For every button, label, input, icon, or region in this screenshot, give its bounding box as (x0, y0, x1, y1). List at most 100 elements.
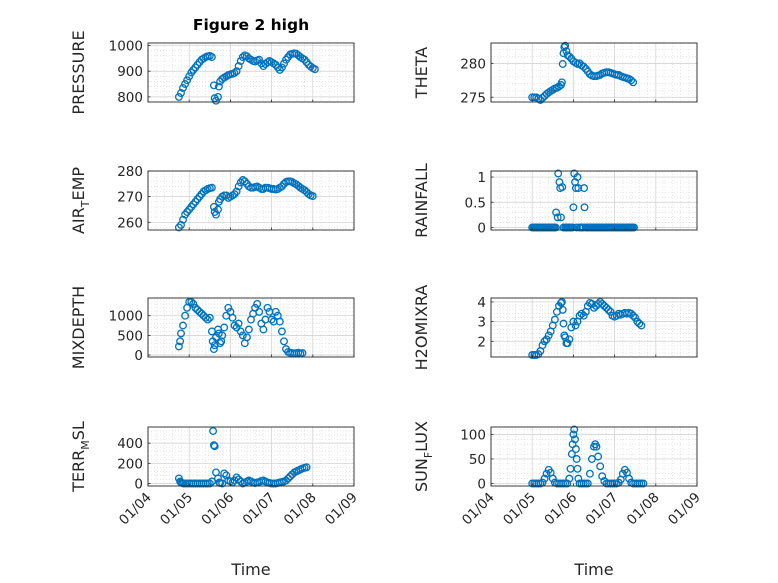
y-tick-label: 280 (117, 164, 143, 180)
data-point (565, 335, 574, 344)
data-point (207, 183, 216, 192)
data-point (191, 303, 200, 312)
data-point (538, 341, 547, 350)
data-point (542, 469, 551, 478)
axes-box (490, 297, 698, 358)
data-point (579, 62, 588, 71)
data-point (259, 325, 268, 334)
data-series (528, 425, 648, 488)
data-point (271, 307, 280, 316)
data-point (557, 298, 565, 307)
data-point (176, 337, 185, 346)
data-series (528, 41, 638, 104)
data-point (209, 81, 218, 90)
data-point (253, 299, 262, 308)
subplot-sun_flux: 0 50 100 01/04 01/05 01/06 01/07 01/08 01/09 SUNF… (412, 421, 704, 528)
y-tick-label: 400 (117, 436, 143, 452)
figure-title: Figure 2 high (193, 16, 309, 34)
data-point (232, 187, 241, 196)
data-point (583, 479, 592, 488)
data-point (573, 173, 582, 182)
data-point (548, 474, 557, 483)
data-point (236, 57, 245, 65)
data-point (598, 472, 607, 481)
data-point (218, 331, 227, 340)
y-axis-label-main: H2OMIXRA (412, 285, 431, 371)
data-point (214, 474, 222, 483)
data-point (232, 323, 241, 332)
data-point (220, 469, 229, 478)
y-tick-label: 2 (477, 334, 486, 350)
y-axis-label: PRESSURE (69, 30, 88, 114)
data-point (238, 331, 247, 340)
data-point (183, 76, 192, 85)
data-point (298, 349, 307, 358)
data-point (242, 333, 251, 342)
data-point (220, 323, 229, 332)
data-point (179, 83, 187, 92)
data-point (179, 321, 187, 330)
data-point (596, 462, 605, 471)
data-point (195, 307, 204, 316)
subplot-mixdepth: 0 500 1000 MIXDEPTH (69, 286, 355, 369)
subplot-rainfall: 0 0.5 1 RAINFALL (412, 163, 698, 238)
x-axis-label-left: Time (230, 560, 270, 579)
y-axis-label-main: SUN (412, 458, 431, 492)
data-point (542, 335, 551, 344)
data-point (232, 67, 241, 76)
data-series (174, 176, 317, 232)
y-axis-label-main: PRESSURE (69, 30, 88, 114)
data-point (230, 69, 239, 77)
data-point (205, 479, 214, 488)
data-point (218, 479, 227, 488)
data-point (627, 76, 636, 85)
data-point (563, 339, 572, 348)
data-point (625, 474, 633, 483)
data-point (567, 450, 576, 458)
data-point (577, 309, 586, 318)
data-point (224, 303, 233, 312)
data-point (580, 203, 589, 212)
data-point (185, 72, 194, 81)
data-point (598, 299, 607, 308)
data-point (604, 305, 613, 314)
data-point (203, 315, 212, 324)
data-point (558, 60, 567, 68)
y-tick-label: 800 (117, 90, 143, 106)
y-axis-label: RAINFALL (412, 163, 431, 238)
plot-area (491, 171, 697, 230)
axes-box (490, 426, 698, 487)
data-point (590, 303, 598, 312)
data-point (214, 205, 222, 214)
data-series (528, 169, 638, 232)
data-point (232, 473, 241, 482)
y-axis-label: SUNFLUX (412, 421, 435, 492)
subplot-h2omixra: 2 3 4 H2OMIXRA (412, 285, 698, 371)
data-point (280, 337, 288, 346)
data-point (565, 474, 574, 483)
plot-area (148, 171, 354, 230)
data-point (554, 169, 563, 178)
x-tick-label: 01/05 (157, 490, 196, 529)
data-point (631, 313, 640, 322)
data-point (629, 78, 638, 87)
data-point (627, 309, 636, 318)
data-point (244, 325, 253, 334)
y-tick-label: 1000 (109, 39, 143, 55)
data-point (277, 63, 286, 72)
data-point (302, 463, 311, 472)
data-series (174, 49, 319, 105)
y-tick-label: 260 (117, 215, 143, 231)
data-point (255, 307, 264, 316)
y-axis-label: H2OMIXRA (412, 285, 431, 371)
data-point (205, 313, 214, 322)
data-point (222, 471, 231, 480)
data-point (214, 92, 222, 101)
axes-box (147, 42, 355, 103)
data-point (557, 78, 566, 87)
data-point (561, 41, 570, 50)
x-tick-label: 01/07 (583, 490, 622, 529)
y-axis-label-main: MIXDEPTH (69, 286, 88, 369)
x-tick-label: 01/04 (116, 490, 155, 529)
